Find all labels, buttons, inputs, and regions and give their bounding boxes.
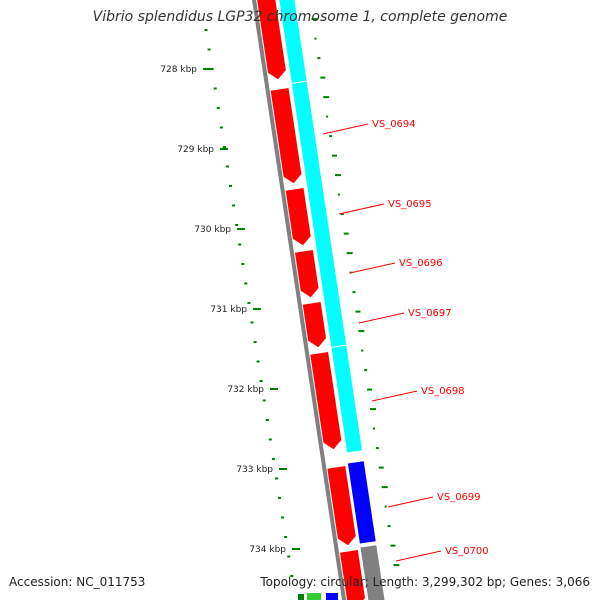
gc-skew-mark xyxy=(298,594,304,600)
gene-label: VS_0696 xyxy=(399,258,443,269)
cds-reverse-blue xyxy=(347,461,376,544)
gene-label: VS_0697 xyxy=(408,308,452,319)
cds-reverse-cyan xyxy=(279,0,362,453)
accession-label: Accession: NC_011753 xyxy=(9,575,146,589)
cds-boundary xyxy=(331,344,347,348)
gene-leader-line xyxy=(338,203,385,215)
cds-forward-2 xyxy=(270,88,302,184)
gene-leader-line xyxy=(358,312,405,324)
gene-leader-line xyxy=(349,262,396,274)
gene-leader-line xyxy=(395,550,442,562)
gene-label: VS_0700 xyxy=(445,546,489,557)
gene-label: VS_0699 xyxy=(437,492,481,503)
cds-green xyxy=(307,593,321,600)
cds-boundary xyxy=(291,80,307,84)
topology-summary: Topology: circular; Length: 3,299,302 bp… xyxy=(260,575,590,589)
cds-forward-6 xyxy=(310,352,342,450)
gene-leader-line xyxy=(387,496,434,508)
cds-reverse-gray xyxy=(360,545,385,600)
gene-label: VS_0698 xyxy=(421,386,465,397)
genome-backbone xyxy=(252,0,347,600)
cds-forward-7 xyxy=(327,466,356,546)
map-title: Vibrio splendidus LGP32 chromosome 1, co… xyxy=(92,9,508,25)
kbp-label: 731 kbp xyxy=(210,305,247,315)
kbp-label: 733 kbp xyxy=(236,465,273,475)
cds-forward-3 xyxy=(285,188,311,246)
kbp-label: 729 kbp xyxy=(177,145,214,155)
cds-forward-1 xyxy=(257,0,286,80)
kbp-label: 730 kbp xyxy=(194,225,231,235)
gene-leader-line xyxy=(371,390,418,402)
gene-label: VS_0695 xyxy=(388,199,432,210)
cds-forward-5 xyxy=(302,302,326,348)
kbp-label: 734 kbp xyxy=(249,545,286,555)
cds-reverse-blue-bottom xyxy=(326,593,338,600)
cds-forward-8 xyxy=(340,550,365,600)
kbp-label: 728 kbp xyxy=(160,65,197,75)
gene-label: VS_0694 xyxy=(372,119,416,130)
kbp-label: 732 kbp xyxy=(227,385,264,395)
gene-leader-line xyxy=(322,123,369,135)
cds-forward-4 xyxy=(295,250,319,298)
